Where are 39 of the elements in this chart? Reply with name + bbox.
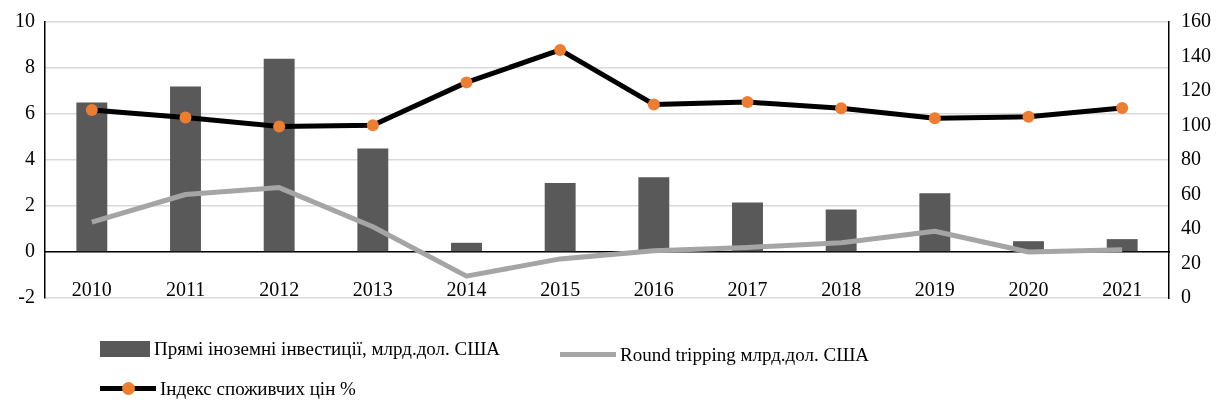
- y2-tick-label: 140: [1181, 43, 1211, 66]
- y-tick-label: -2: [18, 285, 35, 308]
- x-tick-label: 2013: [352, 278, 393, 301]
- y2-tick-label: 120: [1181, 78, 1211, 101]
- y2-tick-label: 0: [1181, 285, 1191, 308]
- y-tick-label: 2: [25, 193, 35, 216]
- bar: [76, 102, 108, 252]
- legend-label: Round tripping млрд.дол. США: [620, 343, 870, 366]
- y2-tick-label: 60: [1181, 181, 1201, 204]
- x-tick-label: 2012: [259, 278, 300, 301]
- y-tick-label: 10: [15, 9, 35, 32]
- y2-tick-label: 80: [1181, 147, 1201, 170]
- x-tick-label: 2020: [1008, 278, 1049, 301]
- y-tick-label: 4: [25, 147, 35, 170]
- bar: [638, 177, 670, 252]
- bar: [263, 58, 295, 252]
- bar: [357, 148, 389, 252]
- y2-tick-label: 20: [1181, 250, 1201, 273]
- x-tick-label: 2016: [633, 278, 674, 301]
- bar: [919, 193, 951, 252]
- y2-tick-label: 160: [1181, 9, 1211, 32]
- y-tick-label: 0: [25, 239, 35, 262]
- x-tick-label: 2017: [727, 278, 768, 301]
- y2-tick-label: 100: [1181, 112, 1211, 135]
- bar: [544, 183, 576, 252]
- x-tick-label: 2015: [540, 278, 581, 301]
- y-tick-label: 6: [25, 101, 35, 124]
- legend-label: Індекс споживчих цін %: [160, 377, 356, 400]
- x-tick-label: 2019: [914, 278, 955, 301]
- bar: [170, 86, 201, 252]
- x-tick-label: 2018: [821, 278, 862, 301]
- x-tick-label: 2010: [71, 278, 112, 301]
- y2-tick-label: 40: [1181, 216, 1201, 239]
- bar: [451, 242, 482, 252]
- x-tick-label: 2014: [446, 278, 487, 301]
- legend-label: Прямі іноземні інвестиції, млрд.дол. США: [154, 338, 501, 360]
- y-tick-label: 8: [25, 55, 35, 78]
- x-tick-label: 2011: [165, 278, 206, 301]
- x-tick-label: 2021: [1102, 278, 1143, 301]
